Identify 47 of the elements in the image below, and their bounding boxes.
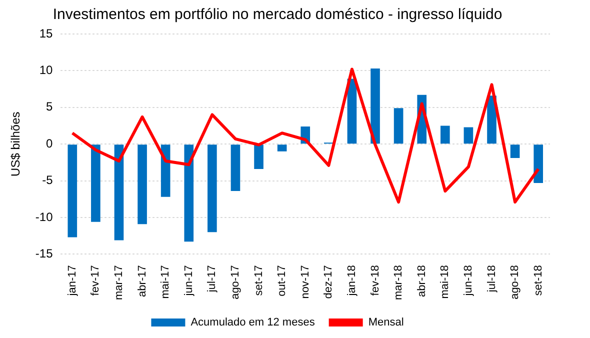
bar (138, 144, 147, 224)
x-tick-label: mar-18 (392, 265, 405, 300)
y-tick-label: -5 (42, 173, 54, 188)
legend-label: Mensal (368, 316, 404, 329)
legend-label: Acumulado em 12 meses (190, 316, 316, 329)
bar (230, 144, 240, 192)
bar (394, 108, 404, 144)
x-tick-label: jun-17 (182, 265, 195, 297)
bar (68, 144, 78, 238)
y-tick-label: 5 (46, 100, 54, 114)
x-tick-label: fev-18 (369, 265, 382, 296)
bar (510, 144, 520, 158)
y-tick-label: 15 (39, 26, 54, 40)
y-axis-title: US$ bilhões (8, 112, 23, 176)
x-tick-label: jul-17 (206, 265, 218, 294)
bar (277, 144, 287, 152)
y-tick-label: -10 (35, 210, 54, 224)
y-tick-label: 10 (39, 63, 54, 78)
x-tick-label: set-17 (252, 265, 265, 296)
bar (370, 68, 380, 144)
x-tick-label: ago-18 (509, 265, 522, 300)
bar (254, 144, 264, 170)
x-tick-label: abr-18 (416, 265, 428, 297)
bar (440, 126, 450, 144)
x-tick-label: out-17 (276, 265, 288, 296)
x-tick-label: mar-17 (113, 265, 126, 300)
x-tick-label: nov-17 (299, 265, 312, 299)
x-tick-label: dez-17 (322, 265, 335, 299)
x-tick-label: jul-18 (486, 265, 498, 294)
x-tick-label: jan-18 (346, 265, 358, 297)
x-tick-label: jun-18 (462, 265, 474, 297)
bar (208, 144, 217, 232)
x-tick-label: abr-17 (136, 265, 148, 297)
bar (114, 144, 124, 240)
bar (534, 144, 544, 183)
x-tick-label: jan-17 (66, 265, 78, 297)
y-tick-label: 0 (46, 136, 54, 150)
bar (184, 144, 194, 242)
chart-title: Investimentos em portfólio no mercado doméstico - ingresso líquido (52, 6, 502, 24)
y-tick-label: -15 (35, 246, 54, 260)
x-tick-label: mai-18 (439, 265, 452, 299)
x-tick-label: fev-17 (90, 265, 102, 296)
x-tick-label: mai-17 (160, 265, 172, 299)
x-tick-label: set-18 (532, 265, 544, 296)
bar (91, 144, 100, 222)
bar (464, 127, 474, 144)
x-tick-label: ago-17 (230, 265, 242, 300)
